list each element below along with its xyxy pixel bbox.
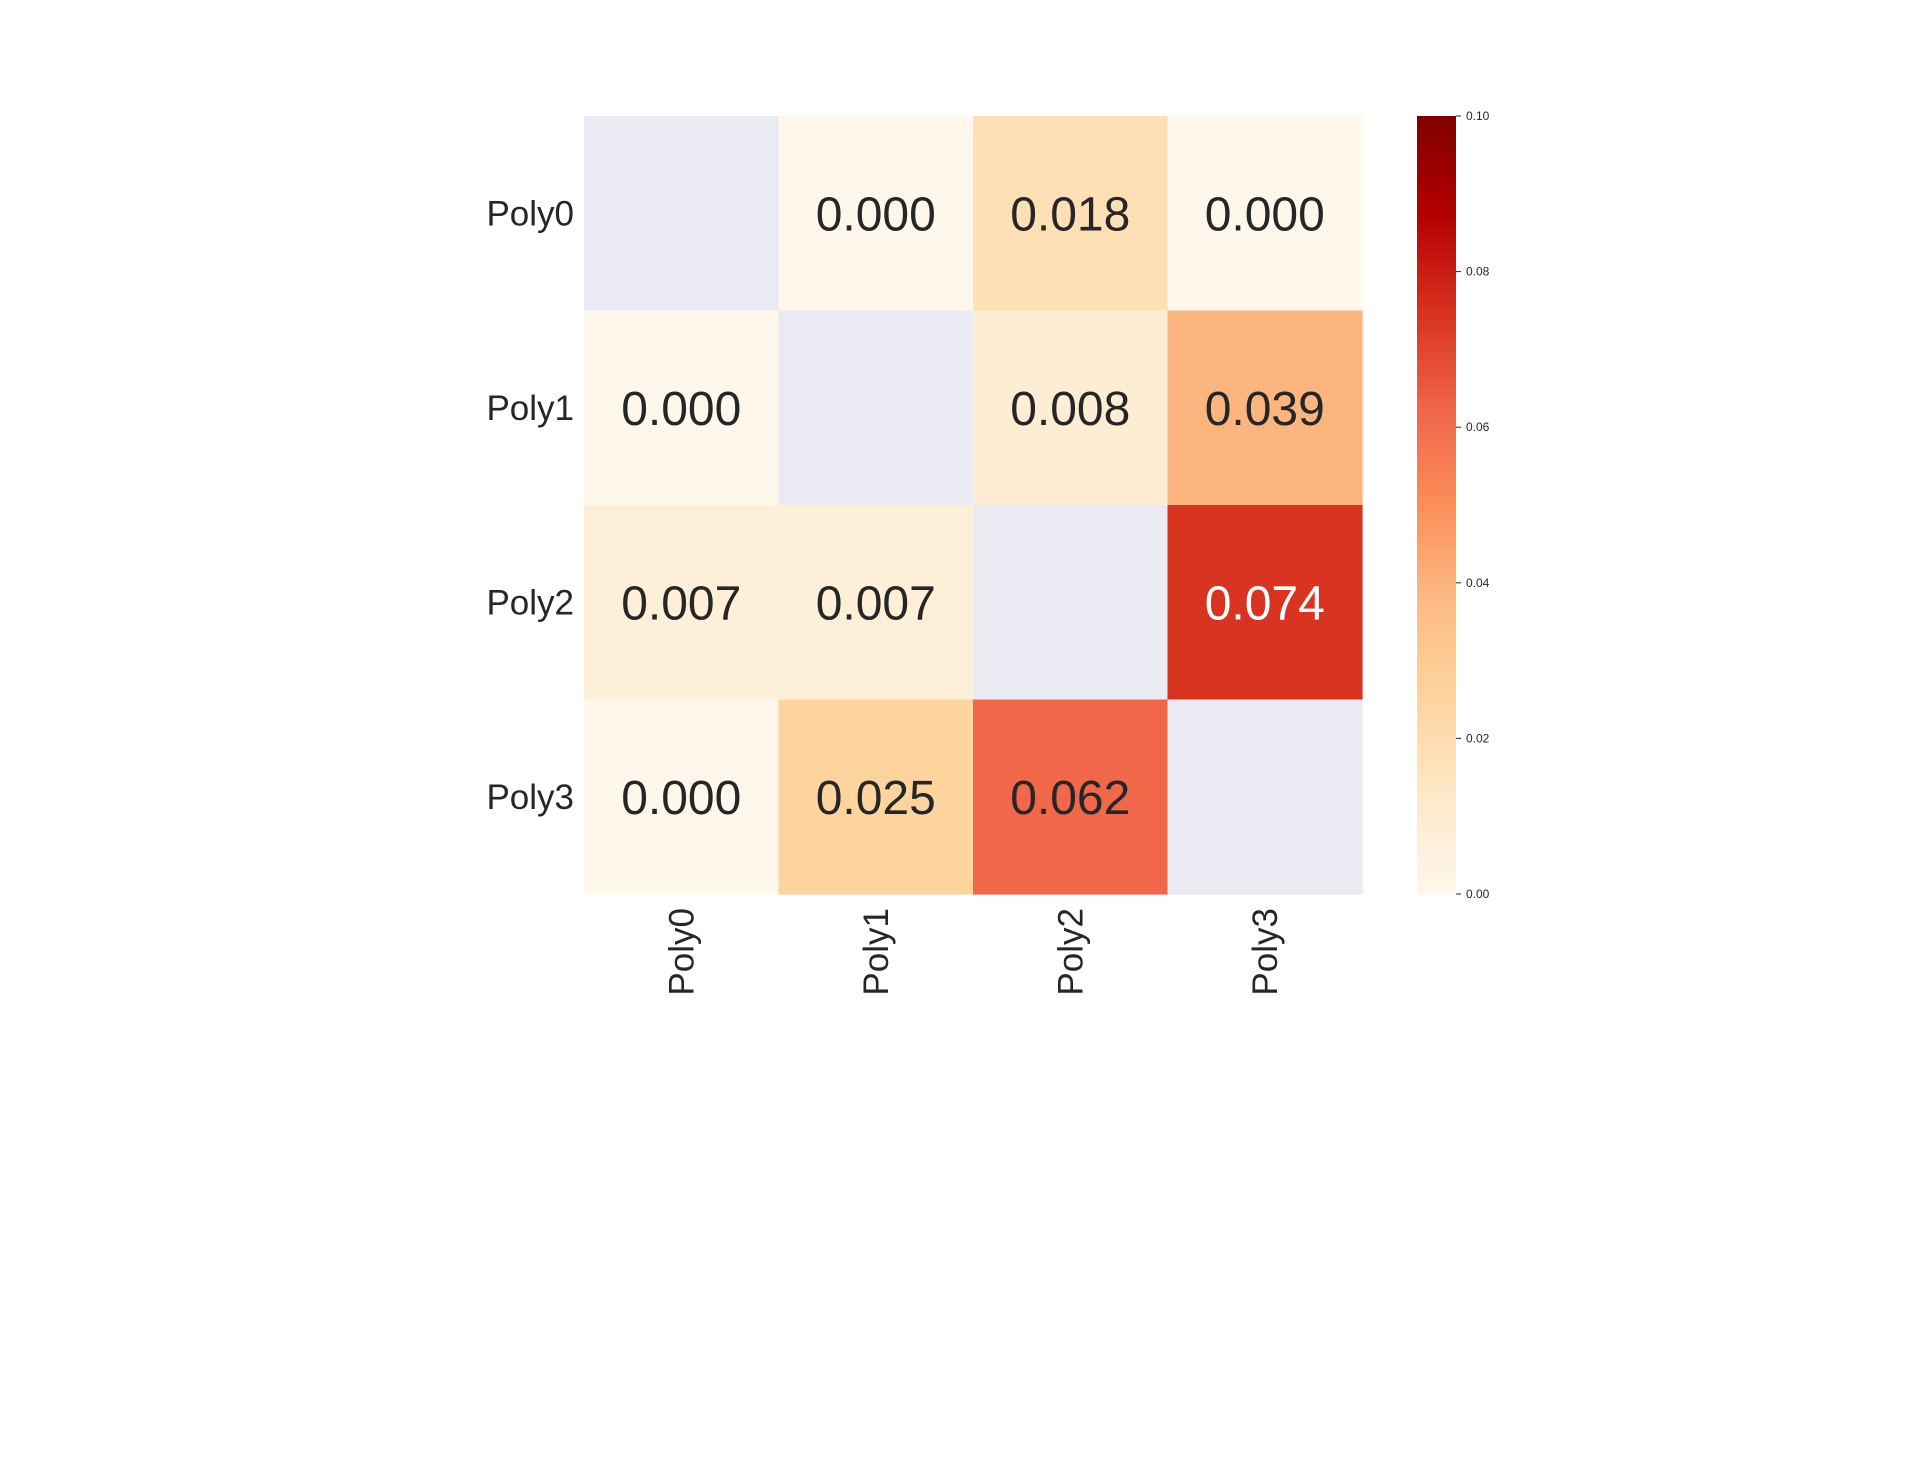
column-label-2: Poly2: [1051, 908, 1090, 996]
row-label-0: Poly0: [486, 194, 574, 233]
cell-value-label-r0-c1: 0.000: [816, 188, 936, 241]
colorbar-gradient: [1417, 116, 1456, 894]
colorbar-tick-label-0: 0.00: [1466, 887, 1490, 901]
heatmap-cell-r1-c1: [778, 310, 974, 506]
column-label-3: Poly3: [1246, 908, 1285, 996]
row-labels: Poly0 Poly1 Poly2 Poly3: [486, 194, 574, 817]
cell-value-label-r0-c2: 0.018: [1010, 188, 1130, 241]
heatmap-cell-r2-c1: [778, 505, 974, 701]
row-label-2: Poly2: [486, 583, 574, 622]
heatmap-cell-r3-c0: [584, 699, 780, 895]
heatmap-cell-r1-c3: [1167, 310, 1363, 506]
cell-value-label-r1-c3: 0.039: [1205, 383, 1325, 436]
colorbar: 0.00 0.02 0.04 0.06 0.08 0.10: [1417, 109, 1490, 901]
colorbar-tick-label-3: 0.06: [1466, 420, 1490, 434]
heatmap-cell-r0-c3: [1167, 116, 1363, 312]
heatmap-cell-r3-c3: [1167, 699, 1363, 895]
heatmap-cell-r3-c1: [778, 699, 974, 895]
heatmap-cell-r0-c0: [584, 116, 780, 312]
cell-value-label-r2-c0: 0.007: [621, 577, 741, 630]
column-label-1: Poly1: [857, 908, 896, 996]
heatmap-cell-r1-c0: [584, 310, 780, 506]
heatmap-cells: 0.000 0.018 0.000 0.000 0.008 0.039 0.007 0.007…: [584, 116, 1363, 895]
cell-value-label-r3-c1: 0.025: [816, 772, 936, 825]
cell-value-label-r3-c2: 0.062: [1010, 772, 1130, 825]
heatmap-cell-r3-c2: [973, 699, 1169, 895]
colorbar-tick-label-2: 0.04: [1466, 576, 1490, 590]
colorbar-tick-label-5: 0.10: [1466, 109, 1490, 123]
cell-value-label-r2-c3: 0.074: [1205, 577, 1325, 630]
colorbar-tick-label-4: 0.08: [1466, 265, 1490, 279]
heatmap-cell-r2-c2: [973, 505, 1169, 701]
cell-value-label-r3-c0: 0.000: [621, 772, 741, 825]
cell-value-label-r1-c2: 0.008: [1010, 383, 1130, 436]
row-label-3: Poly3: [486, 778, 574, 817]
heatmap-cell-r0-c1: [778, 116, 974, 312]
heatmap-cell-r1-c2: [973, 310, 1169, 506]
cell-value-label-r1-c0: 0.000: [621, 383, 741, 436]
heatmap-cell-r0-c2: [973, 116, 1169, 312]
cell-value-label-r0-c3: 0.000: [1205, 188, 1325, 241]
column-labels: Poly0 Poly1 Poly2 Poly3: [662, 908, 1285, 996]
heatmap-cell-r2-c3: [1167, 505, 1363, 701]
row-label-1: Poly1: [486, 389, 574, 428]
heatmap-cell-r2-c0: [584, 505, 780, 701]
cell-value-label-r2-c1: 0.007: [816, 577, 936, 630]
colorbar-tick-label-1: 0.02: [1466, 731, 1490, 745]
column-label-0: Poly0: [662, 908, 701, 996]
